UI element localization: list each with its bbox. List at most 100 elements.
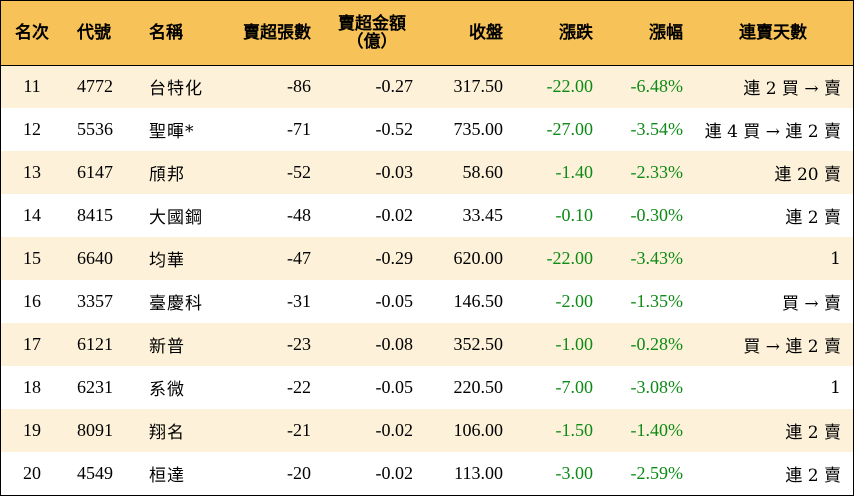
cell-code: 5536 (77, 119, 113, 139)
cell-sell-amount: -0.05 (375, 377, 414, 397)
header-name: 名稱 (135, 1, 219, 66)
header-change: 漲跌 (513, 1, 603, 66)
cell-sell-amount: -0.02 (375, 420, 414, 440)
cell-consecutive: 買 → 賣 (781, 294, 841, 314)
cell-code: 6231 (77, 377, 113, 397)
cell-name: 聖暉* (149, 122, 195, 142)
cell-consecutive: 買 → 連 2 賣 (743, 337, 841, 357)
table-row: 15 6640 均華 -47 -0.29 620.00 -22.00 -3.43… (1, 237, 853, 280)
cell-code: 8415 (77, 205, 113, 225)
table-row: 12 5536 聖暉* -71 -0.52 735.00 -27.00 -3.5… (1, 108, 853, 151)
cell-change-pct: -1.40% (630, 420, 684, 440)
cell-name: 台特化 (149, 79, 203, 100)
cell-sell-amount: -0.02 (375, 205, 414, 225)
cell-sell-shares: -86 (287, 76, 311, 97)
cell-change: -27.00 (546, 119, 594, 139)
cell-name: 頎邦 (149, 165, 185, 185)
cell-change-pct: -1.35% (630, 291, 684, 311)
cell-consecutive: 連 2 買 → 賣 (743, 79, 841, 100)
cell-rank: 15 (23, 248, 41, 268)
table-row: 13 6147 頎邦 -52 -0.03 58.60 -1.40 -2.33% … (1, 151, 853, 194)
cell-change-pct: -3.08% (630, 377, 684, 397)
cell-sell-amount: -0.52 (375, 119, 414, 139)
cell-consecutive: 1 (830, 377, 841, 398)
cell-consecutive: 1 (830, 248, 841, 269)
cell-rank: 20 (23, 463, 41, 483)
cell-consecutive: 連 20 賣 (774, 165, 841, 185)
cell-rank: 16 (23, 291, 41, 311)
cell-code: 3357 (77, 291, 113, 311)
cell-name: 系微 (149, 380, 185, 400)
cell-name: 新普 (149, 337, 185, 357)
cell-sell-shares: -48 (287, 205, 311, 225)
cell-sell-shares: -31 (287, 291, 311, 311)
header-sell-shares: 賣超張數 (219, 1, 321, 66)
cell-change-pct: -0.30% (630, 205, 684, 225)
cell-name: 翔名 (149, 423, 185, 443)
cell-consecutive: 連 2 賣 (785, 466, 841, 486)
cell-sell-shares: -23 (287, 334, 311, 354)
cell-rank: 12 (23, 119, 41, 139)
cell-code: 8091 (77, 420, 113, 440)
cell-change-pct: -3.54% (630, 119, 684, 139)
cell-change-pct: -3.43% (630, 248, 684, 268)
cell-change: -22.00 (546, 76, 594, 97)
cell-sell-shares: -47 (287, 248, 311, 268)
cell-sell-amount: -0.29 (375, 248, 414, 268)
cell-code: 6121 (77, 334, 113, 354)
cell-change: -1.00 (555, 334, 594, 354)
table-row: 18 6231 系微 -22 -0.05 220.50 -7.00 -3.08%… (1, 366, 853, 409)
table-header: 名次 代號 名稱 賣超張數 賣超金額 （億） 收盤 漲跌 漲幅 連賣天數 (1, 1, 853, 66)
header-sell-amount-unit: （億） (346, 31, 398, 52)
cell-code: 4549 (77, 463, 113, 483)
cell-rank: 14 (23, 205, 41, 225)
header-rank: 名次 (1, 1, 63, 66)
cell-close: 58.60 (462, 162, 504, 182)
table-row: 20 4549 桓達 -20 -0.02 113.00 -3.00 -2.59%… (1, 452, 853, 495)
cell-name: 臺慶科 (149, 294, 203, 314)
cell-name: 均華 (149, 251, 185, 271)
cell-change-pct: -6.48% (630, 76, 684, 97)
table-body: 11 4772 台特化 -86 -0.27 317.50 -22.00 -6.4… (1, 65, 853, 495)
cell-change: -7.00 (555, 377, 594, 397)
header-consecutive: 連賣天數 (693, 1, 853, 66)
cell-sell-amount: -0.27 (375, 76, 414, 97)
cell-change: -3.00 (555, 463, 594, 483)
cell-code: 6640 (77, 248, 113, 268)
table-row: 19 8091 翔名 -21 -0.02 106.00 -1.50 -1.40%… (1, 409, 853, 452)
cell-rank: 13 (23, 162, 41, 182)
header-row: 名次 代號 名稱 賣超張數 賣超金額 （億） 收盤 漲跌 漲幅 連賣天數 (1, 1, 853, 66)
cell-rank: 11 (23, 76, 41, 97)
cell-close: 146.50 (453, 291, 504, 311)
cell-close: 352.50 (453, 334, 504, 354)
cell-change: -2.00 (555, 291, 594, 311)
cell-change: -22.00 (546, 248, 594, 268)
cell-close: 735.00 (453, 119, 504, 139)
cell-rank: 18 (23, 377, 41, 397)
cell-sell-shares: -52 (287, 162, 311, 182)
cell-change-pct: -2.33% (630, 162, 684, 182)
cell-code: 6147 (77, 162, 113, 182)
cell-close: 106.00 (453, 420, 504, 440)
cell-change: -1.50 (555, 420, 594, 440)
cell-sell-shares: -71 (287, 119, 311, 139)
cell-change: -1.40 (555, 162, 594, 182)
cell-consecutive: 連 2 賣 (785, 423, 841, 443)
cell-close: 113.00 (454, 463, 503, 483)
header-sell-amount: 賣超金額 （億） (321, 1, 423, 66)
cell-name: 桓達 (149, 466, 185, 486)
cell-consecutive: 連 4 買 → 連 2 賣 (704, 122, 841, 142)
table-row: 16 3357 臺慶科 -31 -0.05 146.50 -2.00 -1.35… (1, 280, 853, 323)
cell-close: 220.50 (453, 377, 504, 397)
cell-code: 4772 (77, 76, 113, 97)
header-code: 代號 (63, 1, 135, 66)
table-row: 11 4772 台特化 -86 -0.27 317.50 -22.00 -6.4… (1, 65, 853, 108)
header-change-pct: 漲幅 (603, 1, 693, 66)
cell-sell-amount: -0.08 (375, 334, 414, 354)
cell-close: 33.45 (462, 205, 504, 225)
cell-sell-shares: -22 (287, 377, 311, 397)
cell-name: 大國鋼 (149, 208, 203, 228)
cell-change-pct: -0.28% (630, 334, 684, 354)
header-close: 收盤 (423, 1, 513, 66)
